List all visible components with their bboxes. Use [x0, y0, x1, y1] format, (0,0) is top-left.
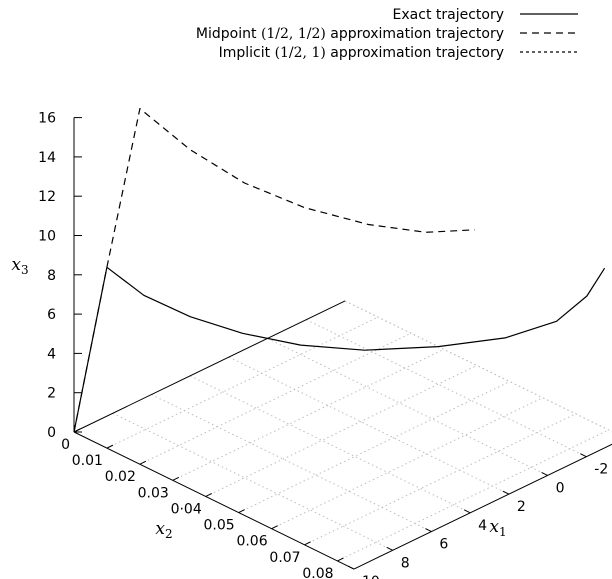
grid-line-x1: [228, 356, 510, 495]
series-line-1: [73, 266, 606, 433]
grid-line-x2: [304, 413, 576, 546]
x1-tick: [386, 546, 393, 551]
grid-line-x1: [189, 375, 471, 514]
legend-entry-1: Exact trajectory: [393, 7, 504, 23]
grid-line-x2: [205, 364, 478, 497]
x2-tick-label: 0·04: [171, 501, 202, 517]
x2-tick: [304, 541, 311, 546]
x2-tick-label: 0.02: [105, 469, 136, 485]
x2-tick-label: 0.08: [302, 566, 333, 579]
axis-labels: x3 x2 x1: [11, 255, 506, 541]
x2-tick: [172, 476, 180, 481]
x2-tick-label: 0.05: [204, 518, 235, 534]
x1-axis-label: x1: [489, 517, 506, 539]
grid-edge-back: [344, 300, 612, 433]
grid-line-x1: [267, 337, 548, 476]
legend-entry-2: Midpoint (1/2, 1/2) approximation trajec…: [196, 26, 504, 42]
x2-tick-label: 0: [61, 437, 70, 453]
x3-tick-label: 4: [47, 346, 56, 362]
grid-line-x2: [172, 348, 445, 481]
grid-line-x2: [271, 397, 543, 530]
x1-tick: [580, 453, 587, 458]
x3-axis-label: x3: [11, 255, 28, 277]
x1-tick-label: 4: [478, 518, 487, 534]
x2-tick: [238, 509, 245, 514]
x2-tick-label: 0.03: [138, 485, 169, 501]
x1-tick: [425, 528, 432, 533]
x2-tick: [73, 428, 81, 433]
x2-tick: [106, 444, 114, 449]
x1-tick-label: 0: [556, 480, 565, 496]
series-line-2: [73, 108, 475, 433]
x1-tick-label: -2: [594, 462, 608, 478]
legend-entry-3: Implicit (1/2, 1) approximation trajecto…: [219, 45, 504, 61]
x2-tick: [337, 557, 344, 562]
x3-tick-label: 10: [38, 229, 56, 245]
x2-tick: [205, 493, 212, 497]
grid-line-x2: [106, 316, 379, 449]
x3-tick-label: 0: [47, 425, 56, 441]
axes: [73, 117, 612, 570]
x1-tick: [347, 565, 355, 570]
x1-tick-label: 10: [362, 574, 380, 579]
x3-tick-label: 14: [38, 150, 56, 166]
x2-axis-label: x2: [155, 519, 172, 541]
x3-tick-label: 8: [47, 268, 56, 284]
x1-tick: [541, 471, 548, 476]
x3-tick-label: 2: [47, 386, 56, 402]
grid-line-x2: [337, 429, 609, 562]
x2-tick-label: 0.06: [236, 534, 267, 550]
grid-line-x2: [139, 332, 412, 465]
tick-labels: 024681012141600.010.020.030·040.050.060.…: [38, 111, 608, 579]
x3-tick-label: 16: [38, 111, 56, 127]
x3-tick-label: 12: [38, 189, 56, 205]
legend: Exact trajectory Midpoint (1/2, 1/2) appr…: [196, 7, 578, 61]
x3-tick-label: 6: [47, 307, 56, 323]
x2-tick: [139, 460, 147, 465]
grid-line-x1: [344, 300, 612, 433]
grid-line-x2: [238, 381, 510, 514]
x1-tick-label: 2: [517, 499, 526, 515]
x2-tick-label: 0.01: [72, 453, 103, 469]
floor-grid: [106, 300, 612, 562]
x1-tick: [502, 490, 510, 495]
x1-tick-label: 6: [439, 537, 448, 553]
x1-axis-line: [353, 443, 612, 570]
grid-line-x1: [306, 319, 587, 458]
x1-tick: [463, 509, 471, 514]
x1-tick-label: 8: [401, 555, 410, 571]
series-lines: [73, 108, 606, 433]
x2-tick-label: 0.07: [269, 550, 300, 566]
x2-tick: [271, 525, 278, 530]
back-floor-edge: [73, 300, 346, 433]
x2-axis-line: [73, 431, 355, 570]
